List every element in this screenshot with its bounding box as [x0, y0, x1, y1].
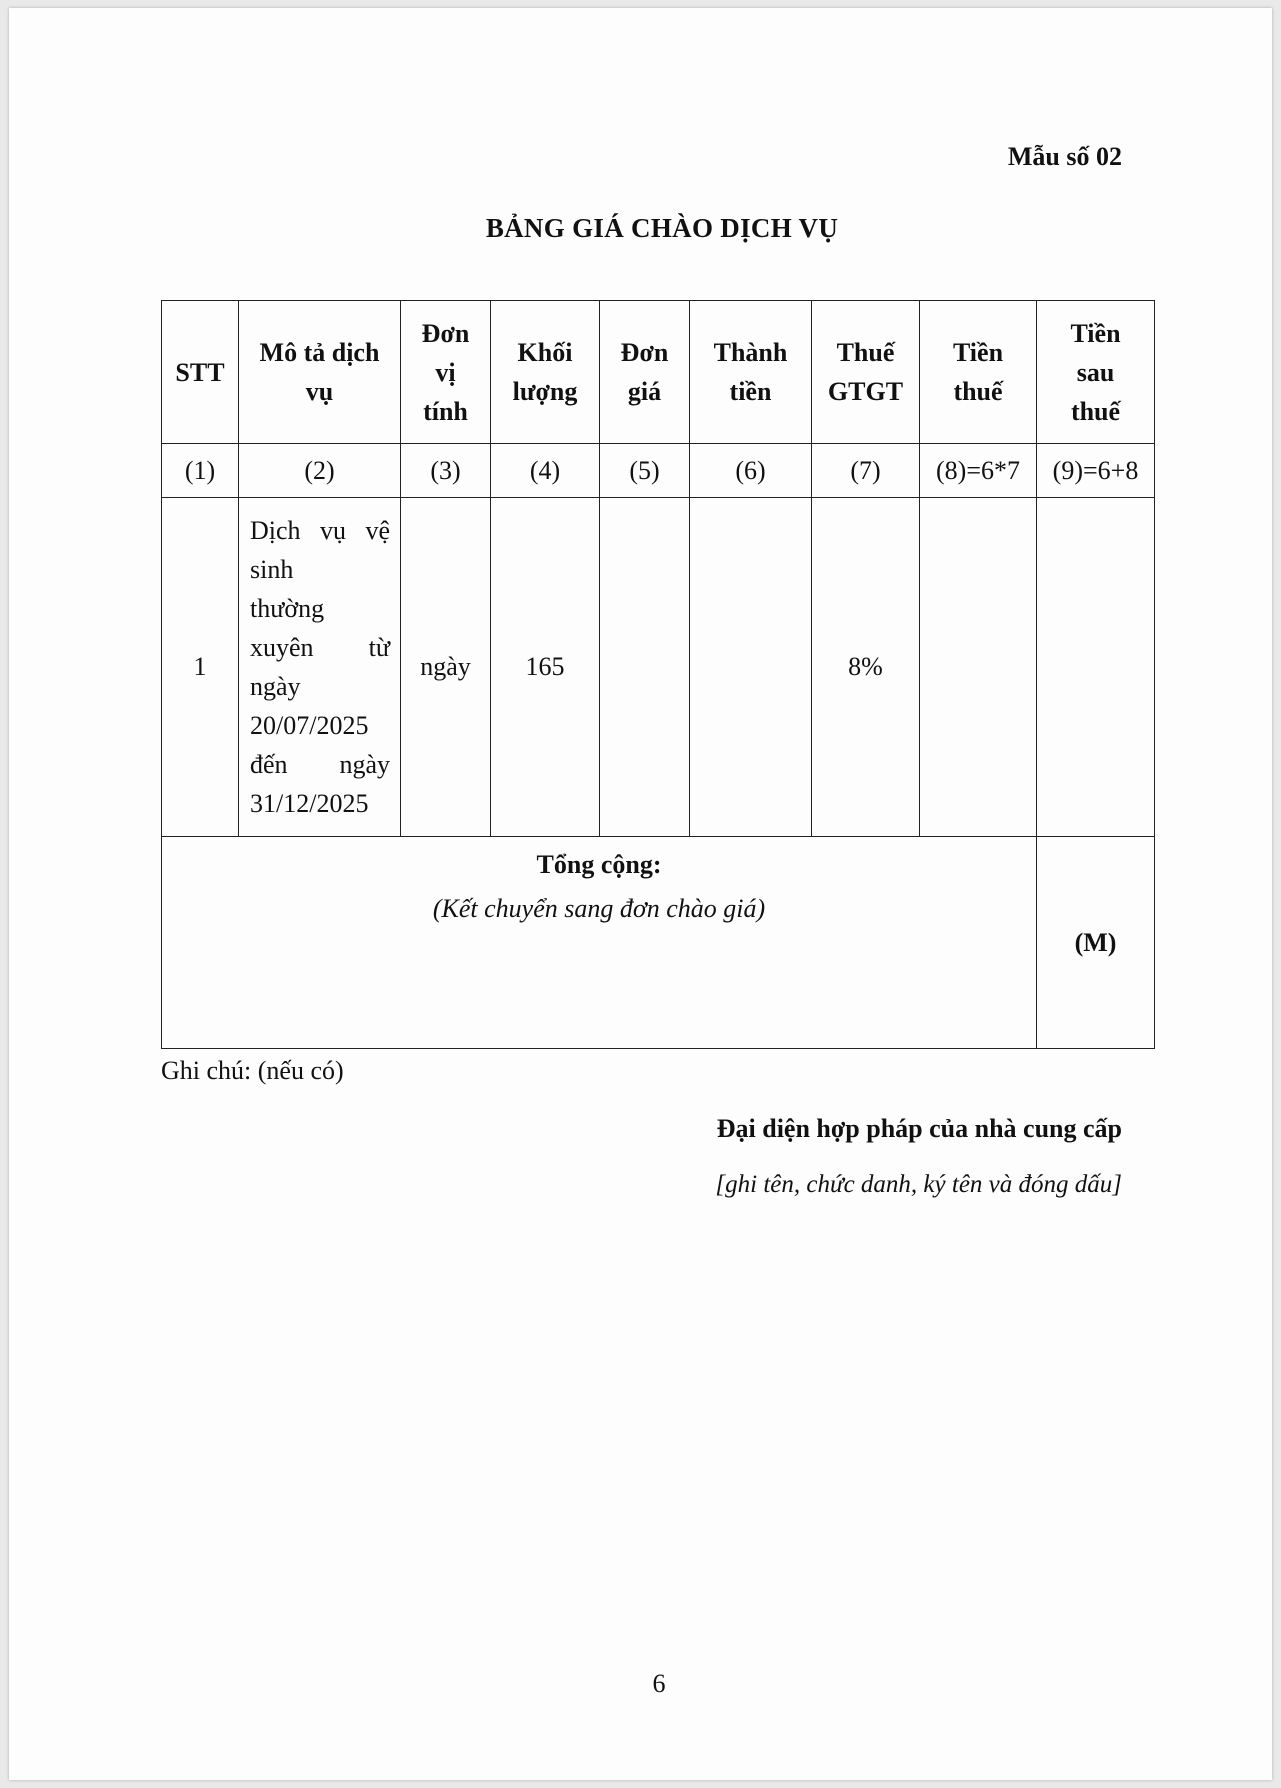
- cell-unit-price: [599, 497, 690, 837]
- cell-amount: [689, 497, 812, 837]
- price-table: STT Mô tả dịch vụ Đơn vị tính Khối lượng Đơn…: [161, 300, 1155, 1049]
- header-total-after-tax: Tiền sau thuế: [1036, 300, 1155, 444]
- column-number: (5): [599, 443, 690, 498]
- cell-stt: 1: [161, 497, 239, 837]
- total-label-cell: Tổng cộng: (Kết chuyển sang đơn chào giá…: [161, 836, 1037, 1049]
- header-unit: Đơn vị tính: [400, 300, 491, 444]
- cell-vat-rate: 8%: [811, 497, 920, 837]
- cell-total-after-tax: [1036, 497, 1155, 837]
- total-note: (Kết chuyển sang đơn chào giá): [432, 894, 766, 923]
- total-row: Tổng cộng: (Kết chuyển sang đơn chào giá…: [161, 836, 1155, 1049]
- table-row: 1 Dịch vụ vệ sinh thường xuyên từ ngày 2…: [161, 497, 1155, 837]
- header-row: STT Mô tả dịch vụ Đơn vị tính Khối lượng Đơn…: [161, 300, 1155, 444]
- column-number: (1): [161, 443, 239, 498]
- column-number-row: (1) (2) (3) (4) (5) (6) (7) (8)=6*7 (9)=…: [161, 443, 1155, 498]
- header-description: Mô tả dịch vụ: [238, 300, 401, 444]
- header-vat: Thuế GTGT: [811, 300, 920, 444]
- cell-tax-amount: [919, 497, 1037, 837]
- header-tax-amount: Tiền thuế: [919, 300, 1037, 444]
- note: Ghi chú: (nếu có): [161, 1056, 344, 1085]
- header-quantity: Khối lượng: [490, 300, 600, 444]
- header-amount: Thành tiền: [689, 300, 812, 444]
- total-value: (M): [1036, 836, 1155, 1049]
- column-number: (7): [811, 443, 920, 498]
- column-number: (9)=6+8: [1036, 443, 1155, 498]
- document-page: Mẫu số 02 BẢNG GIÁ CHÀO DỊCH VỤ STT Mô t…: [9, 8, 1272, 1780]
- total-label: Tổng cộng:: [536, 850, 662, 879]
- column-number: (4): [490, 443, 600, 498]
- form-number: Mẫu số 02: [1007, 142, 1122, 171]
- header-stt: STT: [161, 300, 239, 444]
- column-number: (8)=6*7: [919, 443, 1037, 498]
- document-title: BẢNG GIÁ CHÀO DỊCH VỤ: [485, 213, 839, 243]
- page-number: 6: [652, 1669, 666, 1698]
- signature-instruction: [ghi tên, chức danh, ký tên và đóng dấu]: [715, 1171, 1122, 1198]
- column-number: (3): [400, 443, 491, 498]
- cell-unit: ngày: [400, 497, 491, 837]
- cell-quantity: 165: [490, 497, 600, 837]
- header-unit-price: Đơn giá: [599, 300, 690, 444]
- representative-label: Đại diện hợp pháp của nhà cung cấp: [716, 1114, 1122, 1143]
- column-number: (6): [689, 443, 812, 498]
- column-number: (2): [238, 443, 401, 498]
- cell-description: Dịch vụ vệ sinh thường xuyên từ ngày 20/…: [238, 497, 401, 837]
